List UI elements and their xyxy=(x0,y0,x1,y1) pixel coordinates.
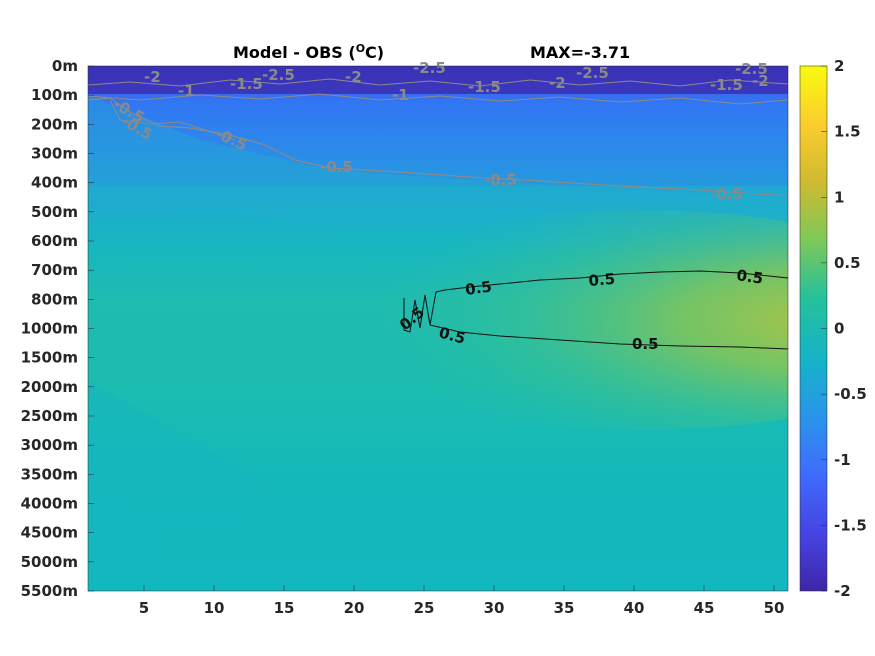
colorbar-tick-label: 0.5 xyxy=(834,254,861,272)
colorbar-tick-label: 1 xyxy=(834,188,844,206)
deep-cool-wedge xyxy=(88,380,260,560)
surface-cold-layer xyxy=(88,66,788,94)
x-axis: 5 10 15 20 25 30 35 40 45 50 xyxy=(139,585,785,617)
y-tick-label: 3000m xyxy=(21,436,78,454)
x-tick-label: 40 xyxy=(624,599,645,617)
y-tick-label: 1500m xyxy=(21,349,78,367)
clabel-gray: -0.5 xyxy=(320,158,353,176)
colorbar-tick-label: -1 xyxy=(834,451,851,469)
clabel-gray: -2.5 xyxy=(576,64,609,82)
x-tick-label: 20 xyxy=(344,599,365,617)
x-tick-label: 30 xyxy=(484,599,505,617)
y-tick-label: 100m xyxy=(31,86,78,104)
clabel-black: 0.5 xyxy=(632,335,659,353)
y-tick-label: 600m xyxy=(31,232,78,250)
x-tick-label: 50 xyxy=(764,599,785,617)
y-tick-label: 2500m xyxy=(21,407,78,425)
x-tick-label: 15 xyxy=(274,599,295,617)
chart-title-superscript: O xyxy=(356,42,365,55)
colorbar-tick-label: 0 xyxy=(834,320,844,338)
y-tick-label: 800m xyxy=(31,290,78,308)
y-tick-label: 5000m xyxy=(21,553,78,571)
max-annotation: MAX=-3.71 xyxy=(530,43,630,62)
x-tick-label: 35 xyxy=(554,599,575,617)
chart-title: Model - OBS (OC) xyxy=(233,42,384,62)
y-tick-label: 500m xyxy=(31,203,78,221)
x-tick-label: 45 xyxy=(694,599,715,617)
colorbar-tick-label: 1.5 xyxy=(834,123,861,141)
clabel-gray: -1.5 xyxy=(468,78,501,96)
colorbar-ticks: 2 1.5 1 0.5 0 -0.5 -1 -1.5 -2 xyxy=(821,57,867,600)
chart-title-unit: C) xyxy=(365,43,384,62)
contour-neg1 xyxy=(109,99,236,141)
x-tick-label: 10 xyxy=(204,599,225,617)
y-tick-label: 400m xyxy=(31,174,78,192)
warm-anomaly xyxy=(310,210,788,430)
y-tick-label: 0m xyxy=(52,57,78,75)
y-tick-label: 3500m xyxy=(21,465,78,483)
y-tick-label: 2000m xyxy=(21,378,78,396)
contour-05-lower xyxy=(429,324,788,350)
contour-05-upper xyxy=(403,270,788,333)
clabel-gray: -2.5 xyxy=(413,59,446,77)
colorbar-tick-label: -1.5 xyxy=(834,516,867,534)
clabel-gray: -2 xyxy=(752,72,769,90)
contour-neg05 xyxy=(88,97,788,197)
x-tick-label: 5 xyxy=(139,599,149,617)
clabel-gray: -1 xyxy=(392,86,409,104)
clabel-gray: -2 xyxy=(549,74,566,92)
clabel-gray: -0.5 xyxy=(484,171,517,189)
clabel-gray: -2.5 xyxy=(735,60,768,78)
clabel-gray: -1.5 xyxy=(710,76,743,94)
clabel-gray: -2.5 xyxy=(262,66,295,84)
y-axis: 0m 100m 200m 300m 400m 500m 600m 700m 800m 1000m 1… xyxy=(21,57,94,600)
contour-surface-1 xyxy=(88,78,788,87)
colorbar-tick-label: 2 xyxy=(834,57,844,75)
y-tick-label: 300m xyxy=(31,145,78,163)
clabel-black: 0.5 xyxy=(735,266,764,288)
y-tick-label: 1000m xyxy=(21,320,78,338)
clabel-black: 0.5 xyxy=(464,277,493,299)
chart-title-text: Model - OBS ( xyxy=(233,43,356,62)
clabel-gray: -1 xyxy=(178,82,195,100)
y-tick-label: 700m xyxy=(31,261,78,279)
clabel-gray: -2 xyxy=(144,68,161,86)
contour-surface-2 xyxy=(88,93,788,105)
x-tick-label: 25 xyxy=(414,599,435,617)
clabel-gray: -0.5 xyxy=(710,185,743,203)
clabel-black: 0.5 xyxy=(588,270,616,290)
y-tick-label: 4000m xyxy=(21,495,78,513)
clabel-gray: -2 xyxy=(345,68,362,86)
y-tick-label: 4500m xyxy=(21,524,78,542)
colorbar-tick-label: -0.5 xyxy=(834,385,867,403)
y-tick-label: 200m xyxy=(31,115,78,133)
y-tick-label: 5500m xyxy=(21,582,78,600)
colorbar: 2 1.5 1 0.5 0 -0.5 -1 -1.5 -2 xyxy=(799,57,867,600)
clabel-gray: -1.5 xyxy=(230,75,263,93)
colorbar-tick-label: -2 xyxy=(834,582,851,600)
plot-area xyxy=(88,66,788,591)
